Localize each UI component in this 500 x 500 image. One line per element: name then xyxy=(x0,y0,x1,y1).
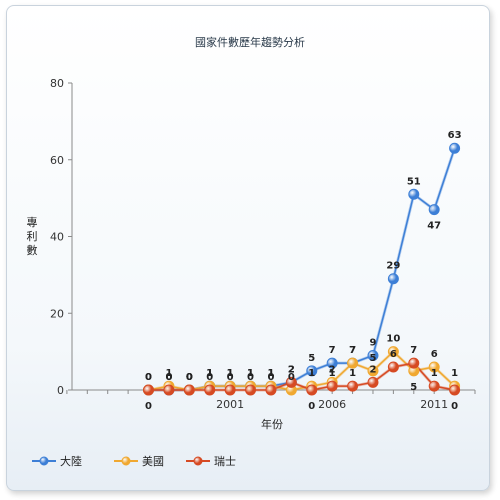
data-label: 1 xyxy=(267,368,274,379)
data-point xyxy=(265,384,277,396)
chart-card xyxy=(6,5,490,491)
data-label: 1 xyxy=(431,368,438,379)
y-tick-label: 0 xyxy=(57,384,64,397)
data-point xyxy=(285,376,297,388)
data-point xyxy=(306,384,318,396)
data-label: 1 xyxy=(329,368,336,379)
data-label: 0 xyxy=(451,401,458,412)
data-point xyxy=(326,357,338,369)
data-label: 1 xyxy=(227,368,234,379)
data-label: 5 xyxy=(308,353,315,364)
data-label: 51 xyxy=(407,176,421,187)
data-label: 63 xyxy=(448,130,462,141)
data-label: 0 xyxy=(206,372,213,383)
data-label: 0 xyxy=(145,372,152,383)
y-axis-label-char: 利 xyxy=(27,230,38,243)
data-label: 5 xyxy=(410,382,417,393)
data-label: 0 xyxy=(227,372,234,383)
data-label: 1 xyxy=(206,368,213,379)
data-label: 0 xyxy=(145,372,152,383)
data-point xyxy=(367,376,379,388)
data-label: 1 xyxy=(206,368,213,379)
data-label: 7 xyxy=(329,345,336,356)
data-point xyxy=(367,349,379,361)
data-label: 0 xyxy=(186,372,193,383)
legend-marker xyxy=(193,456,203,466)
legend-marker xyxy=(39,456,49,466)
data-label: 2 xyxy=(288,364,295,375)
data-label: 7 xyxy=(349,345,356,356)
data-label: 10 xyxy=(386,334,400,345)
data-label: 1 xyxy=(451,368,458,379)
data-label: 1 xyxy=(227,368,234,379)
data-label: 2 xyxy=(329,364,336,375)
data-label: 47 xyxy=(427,221,441,232)
data-point xyxy=(387,273,399,285)
data-label: 1 xyxy=(165,368,172,379)
series-line-3 xyxy=(148,362,455,391)
data-label: 6 xyxy=(431,349,438,360)
x-tick-label: 2011 xyxy=(420,398,448,411)
data-label: 0 xyxy=(288,372,295,383)
data-label: 0 xyxy=(247,372,254,383)
data-label: 0 xyxy=(165,372,172,383)
data-point xyxy=(183,384,195,396)
data-point xyxy=(387,346,399,358)
data-label: 5 xyxy=(369,353,376,364)
data-point xyxy=(204,384,216,396)
legend-marker xyxy=(121,456,131,466)
x-tick-label: 2006 xyxy=(318,398,346,411)
data-label: 0 xyxy=(186,372,193,383)
data-point xyxy=(347,380,359,392)
data-label: 7 xyxy=(410,345,417,356)
y-tick-label: 80 xyxy=(50,77,64,90)
data-label: 0 xyxy=(145,401,152,412)
data-label: 0 xyxy=(267,372,274,383)
data-point xyxy=(163,384,175,396)
data-point xyxy=(408,357,420,369)
x-tick-label: 2001 xyxy=(216,398,244,411)
data-point xyxy=(428,380,440,392)
data-label: 29 xyxy=(386,261,400,272)
x-axis-label: 年份 xyxy=(261,417,283,431)
series-line-2 xyxy=(148,350,456,391)
data-label: 1 xyxy=(247,368,254,379)
data-point xyxy=(326,380,338,392)
data-label: 0 xyxy=(308,401,315,412)
data-point xyxy=(306,365,318,377)
data-label: 9 xyxy=(369,337,376,348)
data-point xyxy=(143,384,155,396)
data-point xyxy=(428,361,440,373)
chart-title: 國家件數歷年趨勢分析 xyxy=(195,35,305,49)
legend-label: 美國 xyxy=(142,455,164,468)
data-point xyxy=(387,361,399,373)
data-label: 0 xyxy=(186,372,193,383)
data-label: 1 xyxy=(349,368,356,379)
y-tick-label: 60 xyxy=(50,154,64,167)
data-point xyxy=(408,188,420,200)
legend-label: 瑞士 xyxy=(214,454,236,468)
data-point xyxy=(449,384,461,396)
data-point xyxy=(224,384,236,396)
data-label: 2 xyxy=(288,364,295,375)
y-axis-label-char: 專 xyxy=(27,216,38,229)
data-label: 6 xyxy=(390,349,397,360)
y-axis-label-char: 數 xyxy=(27,244,38,257)
y-tick-label: 40 xyxy=(50,231,64,244)
data-label: 1 xyxy=(247,368,254,379)
data-point xyxy=(428,204,440,216)
data-label: 1 xyxy=(308,368,315,379)
data-label: 1 xyxy=(267,368,274,379)
data-label: 2 xyxy=(369,364,376,375)
data-point xyxy=(367,365,379,377)
data-point xyxy=(347,357,359,369)
data-point xyxy=(245,384,257,396)
data-label: 0 xyxy=(165,372,172,383)
legend-label: 大陸 xyxy=(60,454,82,468)
data-label: 7 xyxy=(349,345,356,356)
data-point xyxy=(449,142,461,154)
y-tick-label: 20 xyxy=(50,307,64,320)
